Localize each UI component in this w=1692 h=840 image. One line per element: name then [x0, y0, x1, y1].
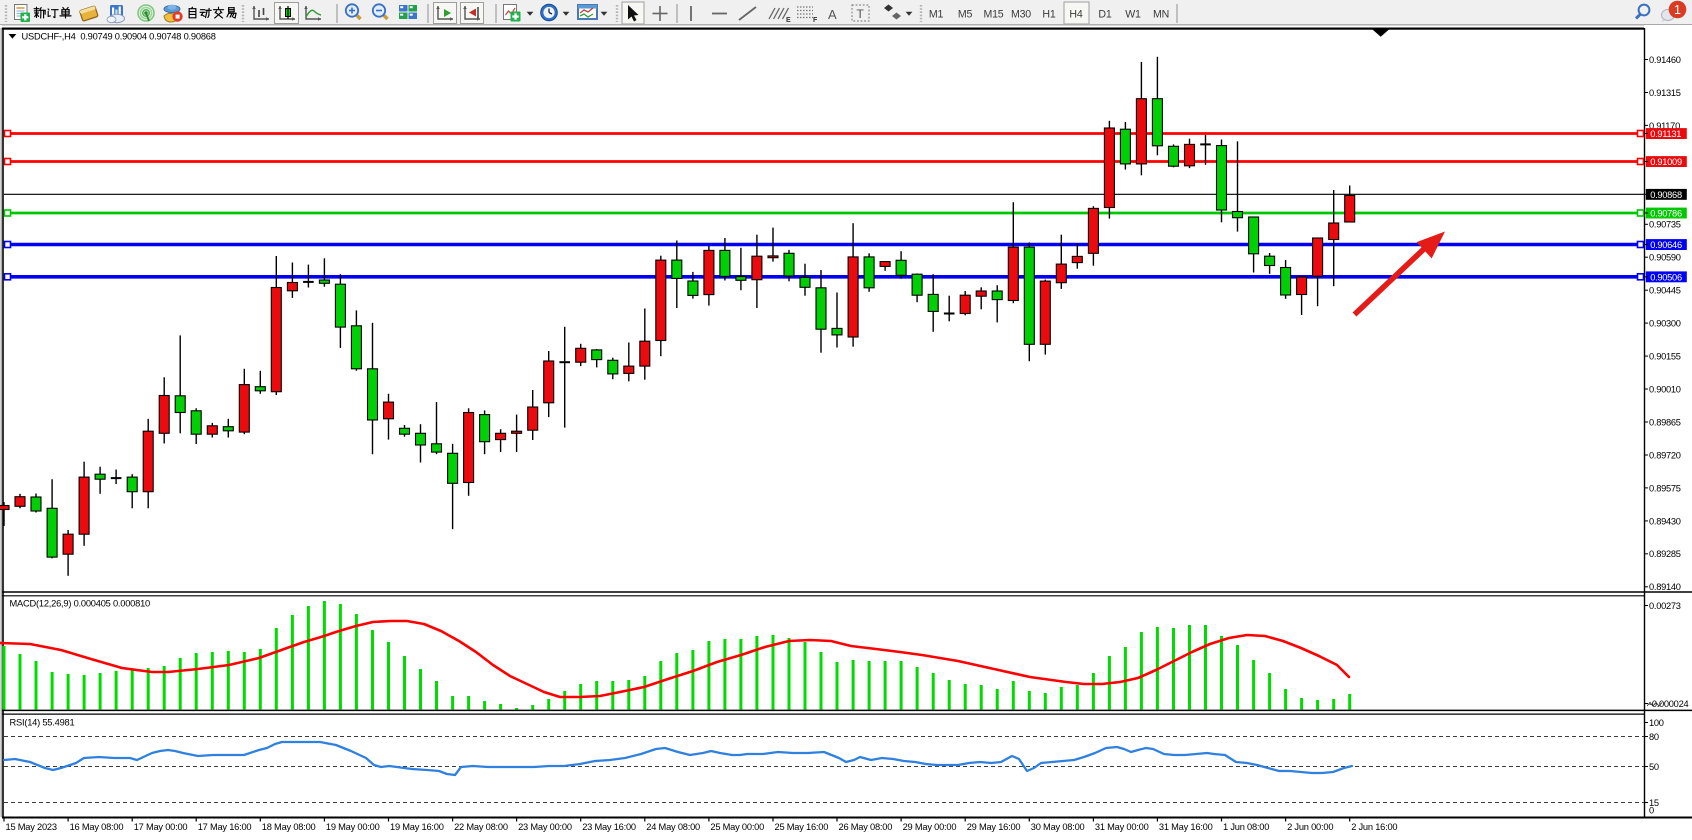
svg-text:0.90010: 0.90010	[1649, 384, 1681, 394]
svg-text:USDCHF-,H4 0.90749 0.90904 0.: USDCHF-,H4 0.90749 0.90904 0.90748 0.908…	[22, 31, 216, 41]
svg-text:19 May 16:00: 19 May 16:00	[390, 822, 444, 832]
svg-text:0.89720: 0.89720	[1649, 450, 1681, 460]
svg-text:15: 15	[1649, 798, 1659, 808]
svg-text:1: 1	[1674, 3, 1681, 17]
svg-text:16 May 08:00: 16 May 08:00	[70, 822, 124, 832]
svg-text:0.90506: 0.90506	[1650, 272, 1682, 282]
svg-text:0.89575: 0.89575	[1649, 483, 1681, 493]
svg-text:M1: M1	[929, 8, 944, 20]
svg-text:M15: M15	[983, 8, 1003, 20]
svg-text:H1: H1	[1042, 8, 1055, 20]
svg-text:E: E	[786, 17, 791, 24]
svg-text:M30: M30	[1011, 8, 1031, 20]
svg-text:0.90868: 0.90868	[1650, 190, 1682, 200]
svg-text:0.91009: 0.91009	[1650, 157, 1682, 167]
svg-text:0.90735: 0.90735	[1649, 220, 1681, 230]
svg-text:19 May 00:00: 19 May 00:00	[326, 822, 380, 832]
svg-text:22 May 08:00: 22 May 08:00	[454, 822, 508, 832]
svg-text:D1: D1	[1098, 8, 1111, 20]
svg-text:F: F	[813, 17, 818, 24]
svg-text:23 May 16:00: 23 May 16:00	[582, 822, 636, 832]
svg-text:0.91315: 0.91315	[1649, 88, 1681, 98]
svg-text:0: 0	[1649, 805, 1654, 815]
svg-text:RSI(14) 55.4981: RSI(14) 55.4981	[10, 717, 75, 727]
svg-text:A: A	[828, 7, 837, 22]
svg-text:26 May 08:00: 26 May 08:00	[839, 822, 893, 832]
svg-text:0.90155: 0.90155	[1649, 352, 1681, 362]
svg-text:80: 80	[1649, 732, 1659, 742]
svg-text:29 May 16:00: 29 May 16:00	[967, 822, 1021, 832]
svg-text:M5: M5	[958, 8, 973, 20]
svg-text:0.91460: 0.91460	[1649, 55, 1681, 65]
svg-text:31 May 00:00: 31 May 00:00	[1095, 822, 1149, 832]
svg-text:0.90300: 0.90300	[1649, 319, 1681, 329]
svg-text:0.89430: 0.89430	[1649, 516, 1681, 526]
svg-text:18 May 08:00: 18 May 08:00	[262, 822, 316, 832]
svg-text:24 May 08:00: 24 May 08:00	[646, 822, 700, 832]
svg-text:15 May 2023: 15 May 2023	[6, 822, 57, 832]
svg-text:2 Jun 00:00: 2 Jun 00:00	[1287, 822, 1333, 832]
svg-text:0.89865: 0.89865	[1649, 417, 1681, 427]
svg-text:T: T	[857, 7, 865, 21]
svg-text:31 May 16:00: 31 May 16:00	[1159, 822, 1213, 832]
svg-text:23 May 00:00: 23 May 00:00	[518, 822, 572, 832]
svg-text:0.90590: 0.90590	[1649, 253, 1681, 263]
svg-text:0.91170: 0.91170	[1649, 121, 1680, 131]
svg-text:0.90646: 0.90646	[1650, 240, 1682, 250]
svg-text:30 May 08:00: 30 May 08:00	[1031, 822, 1085, 832]
svg-text:0.90786: 0.90786	[1650, 209, 1682, 219]
svg-text:0.89285: 0.89285	[1649, 549, 1681, 559]
svg-text:0.89140: 0.89140	[1649, 582, 1681, 592]
svg-text:H4: H4	[1069, 8, 1082, 20]
svg-text:100: 100	[1649, 718, 1664, 728]
svg-text:MN: MN	[1153, 8, 1169, 20]
svg-text:29 May 00:00: 29 May 00:00	[903, 822, 957, 832]
svg-text:25 May 16:00: 25 May 16:00	[775, 822, 829, 832]
svg-text:0.91131: 0.91131	[1650, 129, 1681, 139]
svg-text:0.90445: 0.90445	[1649, 286, 1681, 296]
svg-text:0.00273: 0.00273	[1649, 601, 1681, 611]
svg-text:1 Jun 08:00: 1 Jun 08:00	[1223, 822, 1269, 832]
svg-text:-0.000024: -0.000024	[1649, 699, 1688, 709]
svg-text:W1: W1	[1125, 8, 1141, 20]
svg-text:MACD(12,26,9) 0.000405 0.00081: MACD(12,26,9) 0.000405 0.000810	[10, 598, 151, 608]
svg-text:2 Jun 16:00: 2 Jun 16:00	[1351, 822, 1397, 832]
svg-text:50: 50	[1649, 762, 1659, 772]
svg-text:25 May 00:00: 25 May 00:00	[710, 822, 764, 832]
svg-text:17 May 00:00: 17 May 00:00	[134, 822, 188, 832]
svg-text:17 May 16:00: 17 May 16:00	[198, 822, 252, 832]
